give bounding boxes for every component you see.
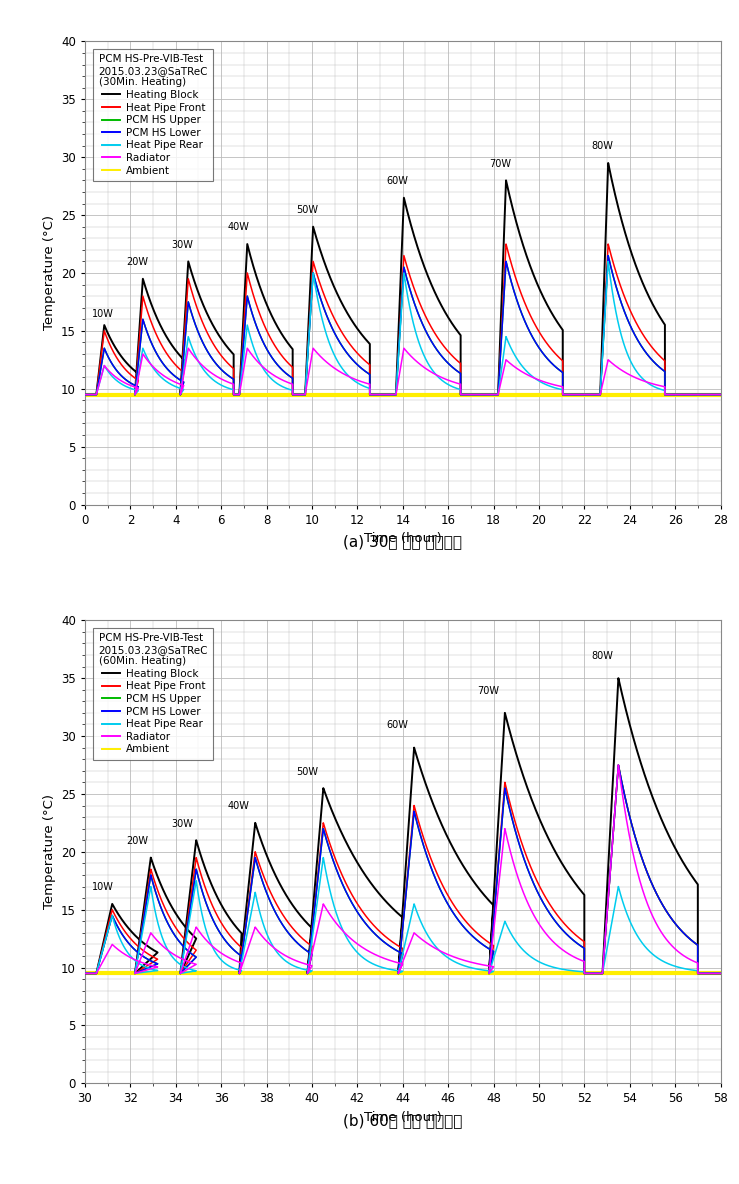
Legend: Heating Block, Heat Pipe Front, PCM HS Upper, PCM HS Lower, Heat Pipe Rear, Radi: Heating Block, Heat Pipe Front, PCM HS U… [93,49,214,181]
Text: 40W: 40W [228,802,250,811]
Text: 60W: 60W [387,176,409,186]
Text: 30W: 30W [171,818,193,829]
Legend: Heating Block, Heat Pipe Front, PCM HS Upper, PCM HS Lower, Heat Pipe Rear, Radi: Heating Block, Heat Pipe Front, PCM HS U… [93,628,214,760]
Y-axis label: Temperature (°C): Temperature (°C) [43,215,55,330]
Text: 50W: 50W [296,766,318,777]
Text: 80W: 80W [591,141,613,152]
X-axis label: Time (hour): Time (hour) [364,1111,442,1124]
Text: 80W: 80W [591,651,613,661]
Text: 70W: 70W [477,686,500,695]
Text: 10W: 10W [92,882,114,893]
Text: 30W: 30W [171,240,193,250]
Text: 50W: 50W [296,205,318,215]
Text: 20W: 20W [126,836,148,847]
X-axis label: Time (hour): Time (hour) [364,532,442,545]
Text: 60W: 60W [387,720,409,731]
Text: (b) 60분 가열 프로파일: (b) 60분 가열 프로파일 [343,1113,463,1128]
Text: (a) 30분 가열 프로파일: (a) 30분 가열 프로파일 [343,534,463,549]
Y-axis label: Temperature (°C): Temperature (°C) [43,794,55,909]
Text: 10W: 10W [92,309,114,320]
Text: 40W: 40W [228,223,250,232]
Text: 20W: 20W [126,257,148,268]
Text: 70W: 70W [489,159,511,169]
